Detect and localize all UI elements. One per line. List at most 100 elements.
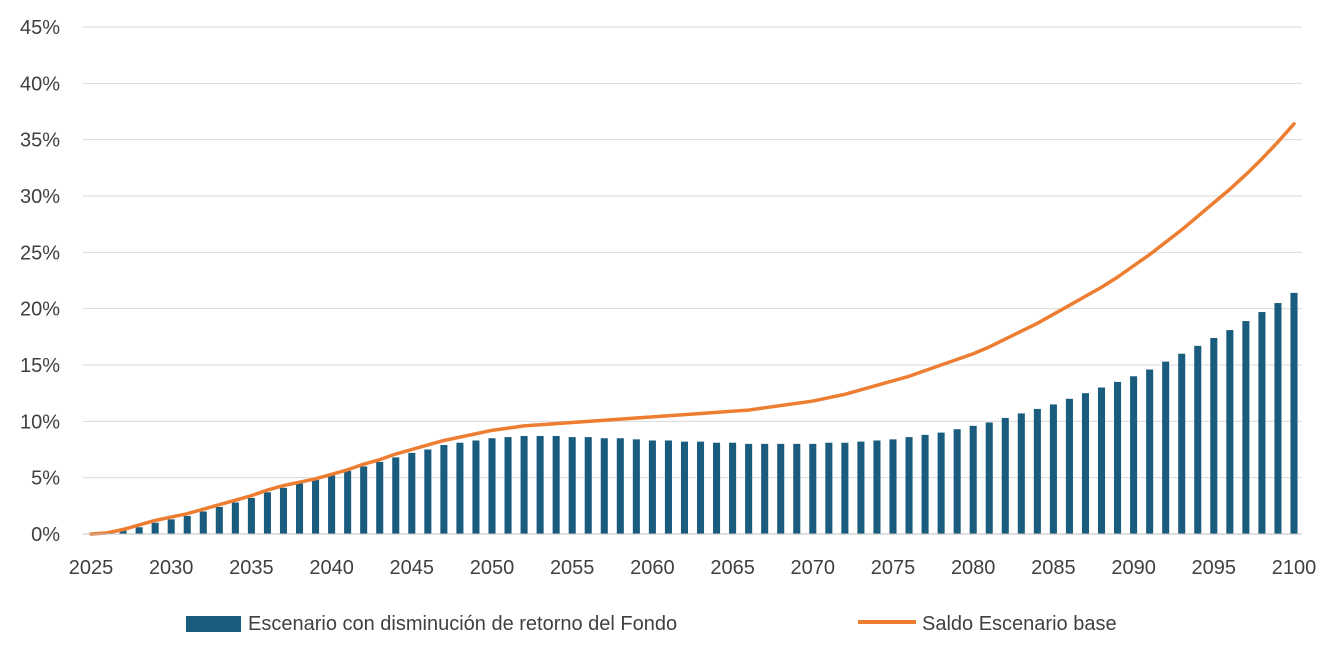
bar-2057 — [600, 438, 608, 534]
bar-2050 — [488, 438, 496, 534]
y-tick-label: 20% — [20, 299, 60, 321]
bar-2076 — [905, 437, 913, 534]
bar-2047 — [440, 444, 448, 534]
bar-2030 — [167, 519, 175, 534]
bar-2070 — [809, 443, 817, 534]
x-tick-label: 2055 — [550, 557, 595, 579]
x-axis-ticks: 2025 2030 2035 2040 2045 2050 2055 2060 2065 2070… — [69, 557, 1317, 579]
bar-2034 — [231, 502, 239, 534]
bar-2074 — [873, 440, 881, 534]
x-tick-label: 2040 — [309, 557, 354, 579]
bar-2044 — [392, 457, 400, 534]
x-tick-label: 2065 — [710, 557, 755, 579]
x-tick-label: 2070 — [791, 557, 836, 579]
bar-2066 — [745, 443, 753, 534]
bar-2051 — [504, 437, 512, 534]
bar-2090 — [1130, 376, 1138, 534]
bar-2077 — [921, 434, 929, 534]
bar-2056 — [584, 437, 592, 534]
bar-2093 — [1178, 353, 1186, 534]
bar-2084 — [1033, 408, 1041, 534]
bar-2055 — [568, 437, 576, 534]
bar-2063 — [696, 441, 705, 534]
bar-2085 — [1049, 404, 1057, 534]
bar-2089 — [1114, 381, 1122, 534]
y-tick-label: 25% — [20, 242, 60, 264]
bar-2037 — [279, 487, 288, 534]
bar-2027 — [119, 530, 127, 534]
bar-2041 — [344, 470, 352, 534]
bar-2067 — [761, 443, 769, 534]
bar-2075 — [889, 439, 897, 534]
bar-2086 — [1065, 398, 1073, 534]
bar-2059 — [632, 439, 640, 534]
bar-2031 — [183, 515, 191, 534]
bar-2087 — [1081, 393, 1090, 534]
y-tick-label: 15% — [20, 355, 60, 377]
legend-label-bar: Escenario con disminución de retorno del… — [248, 613, 677, 635]
bar-2094 — [1194, 345, 1202, 534]
legend-swatch-bar — [186, 616, 241, 632]
bar-2091 — [1146, 369, 1154, 534]
y-tick-label: 45% — [20, 17, 60, 39]
bar-2082 — [1001, 417, 1009, 534]
bar-2061 — [664, 440, 672, 534]
bar-2100 — [1290, 292, 1298, 534]
bar-2032 — [199, 511, 207, 534]
line-saldo-escenario-base — [89, 122, 1296, 536]
bar-2083 — [1017, 413, 1025, 534]
x-tick-label: 2030 — [149, 557, 194, 579]
x-tick-label: 2095 — [1192, 557, 1237, 579]
bar-2053 — [536, 435, 544, 534]
x-tick-label: 2085 — [1031, 557, 1076, 579]
bar-series — [103, 292, 1298, 534]
x-tick-label: 2025 — [69, 557, 114, 579]
bar-2064 — [713, 442, 721, 534]
y-tick-label: 35% — [20, 130, 60, 152]
bar-2046 — [424, 449, 432, 534]
x-tick-label: 2045 — [390, 557, 435, 579]
y-tick-label: 10% — [20, 411, 60, 433]
bar-2095 — [1210, 337, 1218, 534]
x-tick-label: 2075 — [871, 557, 916, 579]
bar-2071 — [825, 442, 833, 534]
bar-2045 — [408, 452, 416, 534]
bar-2052 — [520, 435, 528, 534]
bar-2043 — [376, 461, 384, 534]
y-tick-label: 5% — [31, 468, 60, 490]
bar-2080 — [969, 425, 977, 534]
bar-2058 — [616, 438, 624, 534]
bar-2069 — [793, 443, 801, 534]
bar-2092 — [1162, 361, 1170, 534]
bar-2099 — [1274, 303, 1282, 534]
legend-item-bars: Escenario con disminución de retorno del… — [186, 613, 677, 635]
x-tick-label: 2035 — [229, 557, 274, 579]
bar-2035 — [247, 497, 255, 534]
y-axis-ticks: 0% 5% 10% 15% 20% 25% 30% 35% 40% 45% — [20, 17, 60, 546]
bar-2079 — [953, 429, 961, 534]
x-tick-label: 2080 — [951, 557, 996, 579]
bar-2073 — [857, 441, 865, 534]
y-tick-label: 40% — [20, 73, 60, 95]
bar-2096 — [1226, 330, 1234, 534]
bar-2054 — [552, 435, 560, 534]
bar-2097 — [1242, 321, 1250, 534]
line-series — [89, 122, 1296, 536]
gridlines — [83, 26, 1302, 479]
legend-label-line: Saldo Escenario base — [922, 613, 1117, 635]
bar-2048 — [456, 442, 464, 534]
bar-2065 — [729, 442, 737, 534]
bar-2088 — [1097, 387, 1106, 534]
x-tick-label: 2100 — [1272, 557, 1317, 579]
bar-2049 — [472, 440, 480, 534]
bar-2098 — [1258, 312, 1266, 534]
bar-2028 — [135, 527, 143, 534]
legend: Escenario con disminución de retorno del… — [186, 613, 1117, 635]
bar-2060 — [648, 440, 656, 534]
y-tick-label: 30% — [20, 186, 60, 208]
bar-2039 — [312, 479, 320, 534]
bar-2029 — [151, 522, 159, 534]
bar-2036 — [263, 492, 271, 534]
legend-item-line: Saldo Escenario base — [858, 613, 1117, 635]
